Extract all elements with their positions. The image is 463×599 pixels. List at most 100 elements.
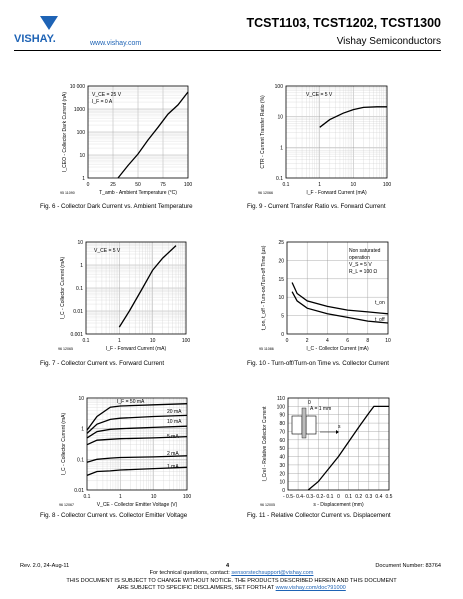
fig11-xtick-label: 0.1: [345, 494, 352, 500]
fig10-xtick-label: 0: [286, 338, 289, 344]
fig6-ytick-label: 1: [82, 176, 85, 182]
footer-disclaimer-link[interactable]: www.vishay.com/doc?91000: [275, 585, 346, 591]
footer-revision: Rev. 2.0, 24-Aug-11: [20, 563, 70, 569]
fig9-ylabel: CTR - Current Transfer Ratio (%): [260, 95, 266, 169]
fig11-ytick-label: 50: [279, 446, 285, 452]
fig6-doc-code: 95 11090: [60, 191, 75, 195]
fig11-caption: Fig. 11 - Relative Collector Current vs.…: [247, 512, 391, 519]
fig11-ytick-label: 30: [279, 463, 285, 469]
fig10-xtick-label: 2: [306, 338, 309, 344]
fig8-annotation: 20 mA: [167, 409, 182, 415]
fig11-ytick-label: 20: [279, 471, 285, 477]
fig8-ylabel: I_C - Collector Current (mA): [61, 413, 67, 476]
fig8-xtick-label: 10: [151, 494, 157, 500]
fig8-series-line-1: [86, 414, 188, 434]
fig7-xtick-label: 100: [182, 338, 191, 344]
fig10-annotation: Non saturated: [349, 248, 381, 254]
fig10-doc-code: 95 11086: [259, 347, 274, 351]
fig10-ytick-label: 5: [281, 314, 284, 320]
fig10-ytick-label: 20: [278, 258, 284, 264]
fig6-xtick-label: 100: [184, 182, 193, 188]
fig6-series-line-0: [117, 91, 189, 179]
fig8-series-line-5: [86, 466, 188, 477]
fig6-ytick-label: 1000: [74, 107, 85, 113]
fig11-xlabel: s - Displacement (mm): [313, 502, 364, 508]
fig11-xtick-label: - 0.5: [283, 494, 293, 500]
fig7-ytick-label: 0.001: [70, 332, 83, 338]
fig11-xtick-label: - 0.3: [303, 494, 313, 500]
fig11-ytick-label: 40: [279, 455, 285, 461]
website-link[interactable]: www.vishay.com: [90, 40, 142, 47]
fig8-annotation: 5 mA: [167, 434, 179, 440]
fig6-xtick-label: 0: [87, 182, 90, 188]
fig9-xtick-label: 1: [318, 182, 321, 188]
fig9-series-line-0: [319, 106, 387, 128]
fig8-series-line-3: [86, 435, 188, 446]
fig6-ylabel: I_CEO - Collector Dark Current (nA): [62, 92, 68, 172]
fig7-xlabel: I_F - Forward Current (mA): [106, 346, 167, 352]
fig10-xtick-label: 8: [366, 338, 369, 344]
fig9-xtick-label: 100: [383, 182, 392, 188]
fig11-shutter: [301, 407, 307, 439]
fig6-xlabel: T_amb - Ambient Temperature (°C): [99, 190, 177, 196]
fig10-ytick-label: 15: [278, 277, 284, 283]
fig8-ytick-label: 1: [81, 427, 84, 433]
fig11-xtick-label: 0.5: [386, 494, 393, 500]
fig7-xtick-label: 0.1: [83, 338, 90, 344]
fig6-plot-frame: [87, 85, 189, 179]
fig8-xlabel: V_CE - Collector Emitter Voltage (V): [97, 502, 178, 508]
fig11-ytick-label: 90: [279, 413, 285, 419]
fig8-ytick-label: 0.1: [77, 457, 84, 463]
fig9-ytick-label: 1: [280, 145, 283, 151]
fig8-annotation: 1 mA: [167, 464, 179, 470]
fig11-xtick-label: - 0.2: [313, 494, 323, 500]
fig8-annotation: 10 mA: [167, 419, 182, 425]
fig8-series-line-2: [86, 425, 188, 439]
fig6-annotation: I_F = 0 A: [92, 99, 113, 105]
fig9-xtick-label: 10: [351, 182, 357, 188]
footer-tech-email-link[interactable]: sensorstechsupport@vishay.com: [231, 570, 314, 576]
fig9-caption: Fig. 9 - Current Transfer Ratio vs. Forw…: [247, 203, 386, 210]
fig8-xtick-label: 100: [183, 494, 192, 500]
fig11-sensor-body: [305, 415, 317, 435]
fig7-ytick-label: 10: [77, 240, 83, 246]
fig10-series-line-0: [291, 282, 389, 315]
footer-tech-line: For technical questions, contact: sensor…: [0, 570, 463, 576]
fig6-xtick-label: 50: [135, 182, 141, 188]
fig10-ytick-label: 0: [281, 332, 284, 338]
fig8-xtick-label: 0.1: [84, 494, 91, 500]
fig6-ytick-label: 10 000: [70, 84, 86, 90]
fig9-xlabel: I_F - Forward Current (mA): [306, 190, 367, 196]
fig7-xtick-label: 10: [150, 338, 156, 344]
fig11-xtick-label: - 0.1: [323, 494, 333, 500]
fig6-ytick-label: 10: [79, 153, 85, 159]
footer-disclaimer-1: THIS DOCUMENT IS SUBJECT TO CHANGE WITHO…: [66, 578, 397, 584]
fig6-ytick-label: 100: [77, 130, 86, 136]
fig7-ytick-label: 1: [80, 263, 83, 269]
fig8-xtick-label: 1: [119, 494, 122, 500]
fig9-ytick-label: 0.1: [276, 176, 283, 182]
fig11-ytick-label: 80: [279, 421, 285, 427]
fig8-caption: Fig. 8 - Collector Current vs. Collector…: [40, 512, 188, 519]
vishay-logo: VISHAY.: [14, 16, 58, 45]
fig10-annotation: operation: [349, 255, 370, 261]
fig10-annotation: t_off: [375, 317, 385, 323]
fig7-xtick-label: 1: [118, 338, 121, 344]
fig8-ytick-label: 10: [78, 396, 84, 402]
fig10-ytick-label: 25: [278, 240, 284, 246]
fig8-doc-code: 96 12067: [59, 503, 74, 507]
fig11-xtick-label: 0.2: [355, 494, 362, 500]
vishay-logo-triangle: [40, 16, 58, 30]
footer-doc-number: Document Number: 83764: [375, 563, 441, 569]
fig11-xtick-label: 0: [337, 494, 340, 500]
fig7-series-line-0: [118, 245, 177, 328]
fig7-caption: Fig. 7 - Collector Current vs. Forward C…: [40, 360, 165, 367]
fig10-annotation: t_on: [375, 300, 385, 306]
fig11-ytick-label: 10: [279, 480, 285, 486]
fig11-xtick-label: 0.3: [365, 494, 372, 500]
fig11-sensor-body: [291, 415, 303, 435]
fig11-ytick-label: 0: [282, 488, 285, 494]
fig7-doc-code: 96 12065: [58, 347, 73, 351]
fig6-xtick-label: 75: [160, 182, 166, 188]
